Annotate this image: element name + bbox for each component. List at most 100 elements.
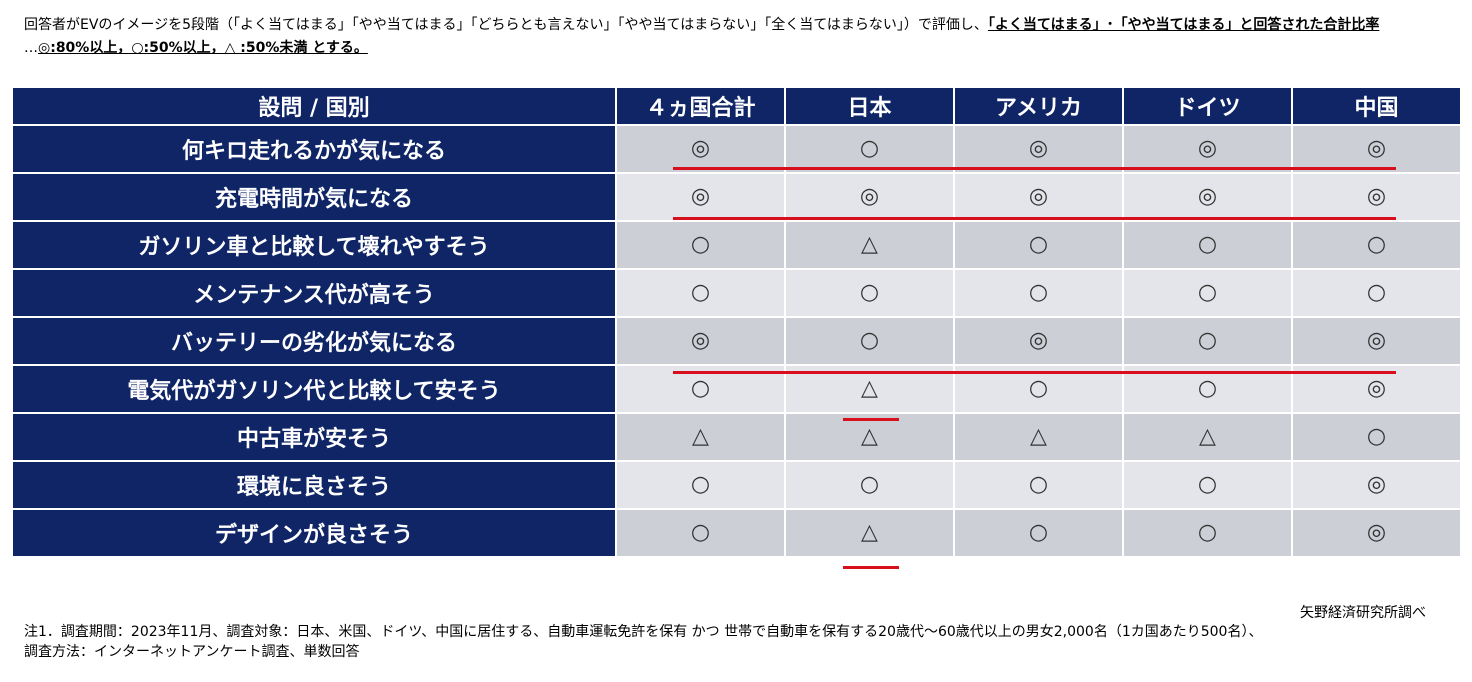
note-line-2: 調査方法：インターネットアンケート調査、単数回答	[24, 644, 360, 660]
rating-mark: ◎	[1366, 136, 1387, 161]
rating-mark: ◎	[690, 136, 711, 161]
rating-cell: ○	[953, 220, 1124, 270]
note-line-1: 注1．調査期間：2023年11月、調査対象：日本、米国、ドイツ、中国に居住する、…	[24, 624, 1263, 640]
row-label: メンテナンス代が高そう	[11, 268, 617, 318]
row-label: バッテリーの劣化が気になる	[11, 316, 617, 366]
table-body: 何キロ走れるかが気になる ◎ ○ ◎ ◎ ◎ 充電時間が気になる ◎ ◎ ◎ ◎ ◎ ガソリン車と比較し…	[11, 124, 1462, 558]
header-question-country: 設問 / 国別	[11, 86, 617, 126]
rating-cell: ◎	[953, 172, 1124, 222]
rating-cell: ○	[953, 268, 1124, 318]
highlight-underline	[843, 566, 899, 569]
rating-mark: ◎	[1028, 328, 1049, 353]
rating-mark: ○	[1366, 424, 1387, 449]
table-row: バッテリーの劣化が気になる ◎ ○ ◎ ○ ◎	[11, 316, 1462, 366]
intro-line-1-plain: 回答者がEVのイメージを5段階（「よく当てはまる」「やや当てはまる」「どちらとも…	[24, 17, 988, 33]
rating-mark: ○	[690, 472, 711, 497]
rating-cell: ○	[784, 124, 955, 174]
row-label: 中古車が安そう	[11, 412, 617, 462]
rating-mark: ◎	[1366, 184, 1387, 209]
rating-cell: ○	[1122, 268, 1293, 318]
rating-mark: ○	[1028, 232, 1049, 257]
rating-mark: △	[861, 520, 878, 545]
rating-cell: ○	[615, 268, 786, 318]
rating-cell: ◎	[615, 172, 786, 222]
rating-mark: ◎	[690, 328, 711, 353]
rating-mark: ◎	[1028, 184, 1049, 209]
highlight-underline	[843, 418, 899, 421]
rating-mark: ○	[690, 232, 711, 257]
highlight-underline	[673, 371, 1396, 374]
highlight-underline	[673, 217, 1396, 220]
rating-mark: ◎	[859, 184, 880, 209]
rating-mark: ○	[1197, 376, 1218, 401]
intro-line-2: …◎:80%以上，○:50%以上，△ :50%未満 とする。	[24, 37, 1454, 60]
survey-notes: 注1．調査期間：2023年11月、調査対象：日本、米国、ドイツ、中国に居住する、…	[24, 622, 1262, 662]
rating-mark: ○	[1366, 232, 1387, 257]
header-row: 設問 / 国別 ４ヵ国合計 日本 アメリカ ドイツ 中国	[11, 86, 1462, 126]
rating-cell: ○	[953, 508, 1124, 558]
rating-mark: △	[861, 376, 878, 401]
rating-mark: △	[1199, 424, 1216, 449]
rating-mark: ◎	[1366, 328, 1387, 353]
rating-cell: ◎	[1291, 316, 1462, 366]
rating-mark: ○	[1197, 232, 1218, 257]
rating-cell: ◎	[1291, 172, 1462, 222]
rating-cell: ○	[1291, 268, 1462, 318]
table-row: 中古車が安そう △ △ △ △ ○	[11, 412, 1462, 462]
row-label: 何キロ走れるかが気になる	[11, 124, 617, 174]
highlight-underline	[673, 167, 1396, 170]
row-label: 充電時間が気になる	[11, 172, 617, 222]
source-credit: 矢野経済研究所調べ	[1300, 605, 1426, 621]
rating-cell: ◎	[1291, 508, 1462, 558]
rating-mark: ○	[859, 472, 880, 497]
rating-cell: △	[953, 412, 1124, 462]
rating-mark: △	[861, 232, 878, 257]
header-china: 中国	[1291, 86, 1462, 126]
rating-mark: ○	[1028, 472, 1049, 497]
header-four-country-total: ４ヵ国合計	[615, 86, 786, 126]
rating-cell: ○	[615, 220, 786, 270]
row-label: 電気代がガソリン代と比較して安そう	[11, 364, 617, 414]
rating-mark: ○	[1197, 328, 1218, 353]
rating-mark: ○	[1366, 280, 1387, 305]
rating-mark: △	[1030, 424, 1047, 449]
rating-cell: ○	[1122, 220, 1293, 270]
rating-mark: ○	[859, 280, 880, 305]
table-row: メンテナンス代が高そう ○ ○ ○ ○ ○	[11, 268, 1462, 318]
intro-line-1: 回答者がEVのイメージを5段階（「よく当てはまる」「やや当てはまる」「どちらとも…	[24, 14, 1454, 37]
header-japan: 日本	[784, 86, 955, 126]
header-usa: アメリカ	[953, 86, 1124, 126]
intro-line-2-plain: …	[24, 40, 38, 56]
rating-mark: ○	[690, 520, 711, 545]
row-label: デザインが良さそう	[11, 508, 617, 558]
rating-cell: ○	[1291, 412, 1462, 462]
rating-mark: ○	[859, 136, 880, 161]
rating-cell: ○	[784, 316, 955, 366]
rating-mark: ○	[1197, 472, 1218, 497]
table-row: 何キロ走れるかが気になる ◎ ○ ◎ ◎ ◎	[11, 124, 1462, 174]
rating-mark: ◎	[1366, 520, 1387, 545]
rating-cell: ◎	[615, 124, 786, 174]
rating-mark: ○	[1197, 280, 1218, 305]
rating-cell: ◎	[615, 316, 786, 366]
rating-cell: ○	[953, 460, 1124, 510]
rating-cell: △	[784, 220, 955, 270]
rating-cell: ○	[615, 508, 786, 558]
row-label: ガソリン車と比較して壊れやすそう	[11, 220, 617, 270]
rating-cell: ◎	[953, 316, 1124, 366]
rating-mark: ◎	[1366, 472, 1387, 497]
table-row: 環境に良さそう ○ ○ ○ ○ ◎	[11, 460, 1462, 510]
rating-mark: ◎	[690, 184, 711, 209]
rating-mark: ○	[1028, 280, 1049, 305]
rating-cell: ○	[1122, 316, 1293, 366]
rating-cell: △	[1122, 412, 1293, 462]
rating-mark: ○	[1028, 520, 1049, 545]
rating-mark: ○	[859, 328, 880, 353]
rating-cell: △	[615, 412, 786, 462]
table-row: ガソリン車と比較して壊れやすそう ○ △ ○ ○ ○	[11, 220, 1462, 270]
rating-cell: ○	[615, 460, 786, 510]
table-header: 設問 / 国別 ４ヵ国合計 日本 アメリカ ドイツ 中国	[11, 86, 1462, 126]
table-row: 充電時間が気になる ◎ ◎ ◎ ◎ ◎	[11, 172, 1462, 222]
rating-mark: ◎	[1028, 136, 1049, 161]
rating-mark: ◎	[1366, 376, 1387, 401]
